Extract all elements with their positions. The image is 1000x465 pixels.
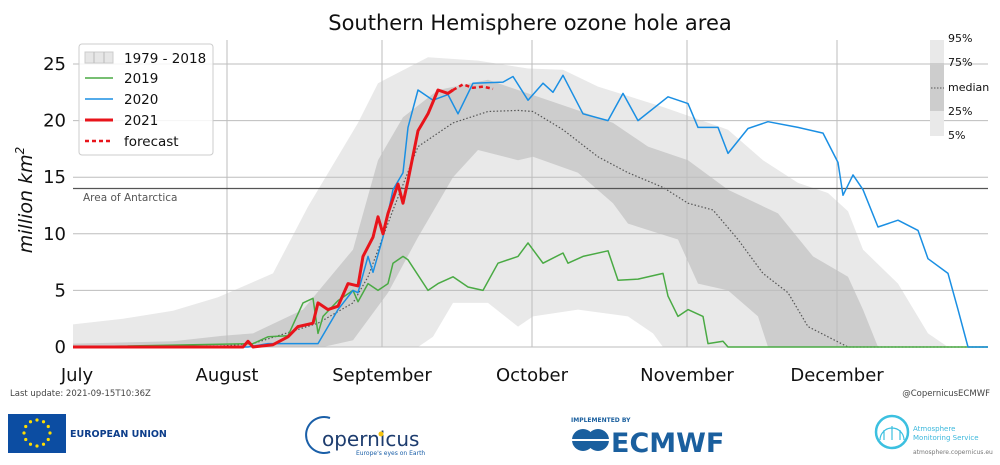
eu-star [28, 420, 33, 424]
x-tick-label: November [640, 365, 734, 386]
copernicus-logo: opernicus Europe's eyes on Earth [305, 416, 425, 457]
eu-star [28, 442, 33, 446]
cams-logo: Atmosphere Monitoring Service atmosphere… [874, 414, 993, 456]
legend-box [78, 43, 214, 156]
credit: @CopernicusECMWF [902, 389, 990, 399]
eu-star [22, 431, 26, 435]
copernicus-tagline: Europe's eyes on Earth [356, 450, 425, 457]
cams-url: atmosphere.copernicus.eu [913, 449, 993, 456]
last-update: Last update: 2021-09-15T10:36Z [10, 389, 151, 399]
y-tick-label: 15 [43, 167, 66, 188]
eu-star [35, 444, 39, 448]
median-line [72, 109, 988, 348]
series-line-forecast [452, 83, 494, 92]
x-tick-label: September [332, 365, 432, 386]
series-lines [72, 74, 988, 349]
key-inner-band [930, 63, 944, 111]
x-tick-label: December [790, 365, 884, 386]
climatology-swatch [84, 51, 114, 64]
cams-grid-icon [879, 426, 905, 441]
cams-globe-icon [874, 414, 910, 450]
eu-star [48, 431, 52, 435]
eu-star [46, 424, 50, 429]
series-line-2020 [73, 74, 988, 348]
climatology-bands [73, 57, 988, 348]
y-axis-label: million km2 [13, 147, 37, 253]
ecmwf-wordmark: ECMWF [611, 428, 724, 459]
legend-label: 2021 [124, 113, 158, 129]
legend-item-2019: 2019 [85, 71, 158, 87]
x-tick-labels: July August September October November Decemb… [60, 365, 884, 386]
y-tick-label: 25 [43, 54, 66, 75]
key-label-95: 95% [948, 32, 972, 45]
x-tick-label: October [496, 365, 569, 386]
legend-item-2021: 2021 [85, 113, 158, 129]
legend-item-2020: 2020 [85, 92, 158, 108]
key-label-median: median [948, 81, 989, 94]
band-25-75 [73, 79, 988, 348]
chart-title: Southern Hemisphere ozone hole area [328, 11, 732, 35]
x-tick-label: August [196, 365, 259, 386]
ecmwf-prefix: IMPLEMENTED BY [571, 417, 631, 424]
series-line-2019 [72, 242, 988, 348]
legend: 1979 - 2018 2019 2020 2021 forecast [78, 43, 214, 156]
legend-label: 2020 [124, 92, 158, 108]
y-tick-label: 10 [43, 224, 66, 245]
eu-star [24, 424, 28, 429]
legend-label: 2019 [124, 71, 158, 87]
legend-label: 1979 - 2018 [124, 51, 206, 67]
copernicus-arc-icon [305, 416, 331, 454]
key-label-5: 5% [948, 129, 965, 142]
cams-line2: Monitoring Service [913, 434, 979, 442]
eu-label: EUROPEAN UNION [70, 429, 167, 440]
eu-star [46, 437, 50, 442]
y-tick-label: 0 [55, 337, 66, 358]
series-line-2021 [73, 88, 454, 349]
legend-label: forecast [124, 134, 179, 150]
eu-star [24, 437, 28, 442]
copernicus-wordmark: opernicus [322, 427, 419, 451]
y-axis-label-sup: 2 [13, 147, 27, 155]
eu-star [35, 418, 39, 422]
x-tick-label: July [60, 365, 94, 386]
antarctica-label: Area of Antarctica [83, 192, 177, 204]
cams-line1: Atmosphere [913, 425, 955, 433]
y-tick-label: 20 [43, 111, 66, 132]
y-tick-labels: 0 5 10 15 20 25 [43, 54, 66, 358]
legend-item-climatology: 1979 - 2018 [84, 51, 206, 67]
eu-logo: EUROPEAN UNION [8, 414, 167, 453]
copernicus-dot-icon [378, 431, 384, 437]
ecmwf-logo: IMPLEMENTED BY ECMWF [571, 417, 724, 459]
eu-star [41, 420, 46, 424]
y-axis-label-text: million km [15, 154, 37, 253]
legend-item-forecast: forecast [85, 134, 179, 150]
y-tick-label: 5 [55, 280, 66, 301]
key-label-75: 75% [948, 56, 972, 69]
key-label-25: 25% [948, 105, 972, 118]
eu-star [41, 442, 46, 446]
percentile-key: 95% 75% median 25% 5% [930, 32, 989, 142]
eu-stars-icon [22, 418, 52, 448]
